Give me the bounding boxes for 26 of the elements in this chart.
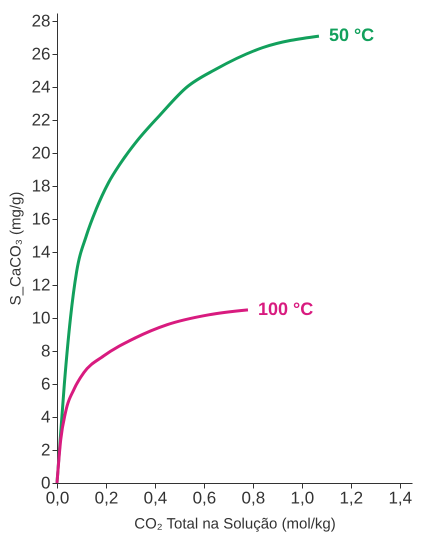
y-tick-label: 8	[41, 342, 50, 361]
y-tick-label: 10	[32, 308, 50, 328]
x-axis-title: CO₂ Total na Solução (mol/kg)	[134, 516, 336, 532]
y-tick-label: 2	[41, 440, 50, 460]
y-tick-label: 14	[32, 242, 50, 262]
line-series	[56, 308, 250, 484]
y-tick-label: 24	[32, 78, 50, 97]
y-tick-label: 16	[32, 210, 50, 229]
x-tick-label: 1,2	[339, 488, 364, 508]
y-tick-label: 18	[32, 176, 50, 196]
series-label: 50 °C	[328, 25, 374, 46]
x-tick-label: 0,2	[94, 488, 118, 508]
y-tick-label: 4	[41, 408, 50, 427]
x-tick-label: 0,8	[242, 488, 266, 508]
y-tick-label: 12	[32, 276, 50, 295]
x-tick-label: 0,4	[144, 488, 168, 508]
x-tick-label: 0,6	[192, 488, 216, 508]
y-tick-label: 28	[32, 12, 50, 31]
x-tick-label: 1,0	[290, 488, 314, 508]
series-label: 100 °C	[258, 298, 314, 319]
x-tick-label: 1,4	[388, 488, 412, 508]
y-tick-label: 26	[32, 44, 50, 64]
y-axis-title: S_CaCO₃ (mg/g)	[8, 192, 25, 306]
y-tick-label: 6	[41, 374, 50, 394]
y-tick-label: 20	[32, 144, 50, 163]
y-tick-label: 22	[32, 110, 50, 130]
